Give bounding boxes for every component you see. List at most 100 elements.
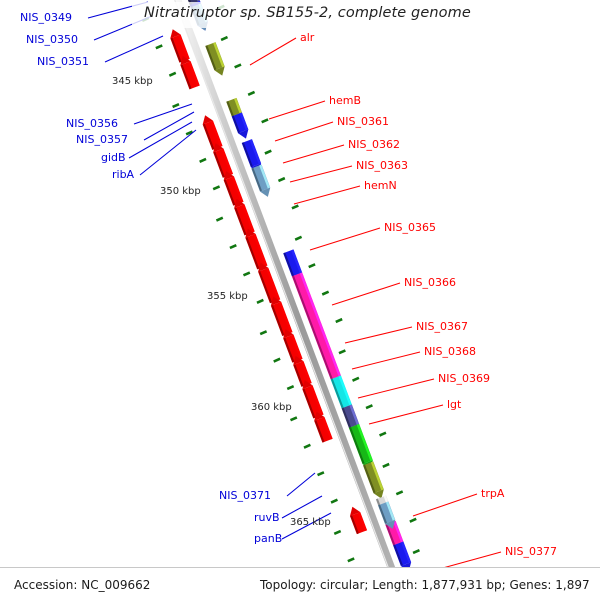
axis-tick-mark xyxy=(379,431,387,437)
gene-label-nis_0369[interactable]: NIS_0369 xyxy=(438,372,490,385)
gene-glyph[interactable] xyxy=(393,541,412,572)
gene-label-ruvb[interactable]: ruvB xyxy=(254,511,280,524)
status-bar: Accession: NC_009662 Topology: circular;… xyxy=(0,567,600,600)
label-leader-line xyxy=(412,493,478,517)
axis-tick-mark xyxy=(286,384,295,391)
axis-tick-label: 355 kbp xyxy=(207,291,248,302)
gene-glyph[interactable] xyxy=(231,112,249,139)
label-leader-line xyxy=(357,378,435,399)
gene-label-alr[interactable]: alr xyxy=(300,31,315,44)
axis-tick-label: 345 kbp xyxy=(112,76,153,87)
axis-tick-mark xyxy=(261,118,269,124)
axis-tick-mark xyxy=(256,298,264,304)
gene-glyph[interactable] xyxy=(258,262,281,304)
gene-label-riba[interactable]: ribA xyxy=(112,168,135,181)
gene-label-nis_0350[interactable]: NIS_0350 xyxy=(26,33,78,46)
axis-tick-mark xyxy=(409,517,417,523)
gene-label-nis_0362[interactable]: NIS_0362 xyxy=(348,138,400,151)
axis-tick-mark xyxy=(185,130,194,136)
gene-glyph[interactable] xyxy=(293,355,312,387)
axis-tick-mark xyxy=(289,416,298,422)
gene-label-nis_0363[interactable]: NIS_0363 xyxy=(356,159,408,172)
axis-tick-mark xyxy=(291,204,299,210)
gene-glyph[interactable] xyxy=(302,380,324,419)
axis-tick-mark xyxy=(294,235,303,241)
axis-tick-mark xyxy=(215,216,224,222)
label-leader-line xyxy=(309,227,381,251)
axis-tick-mark xyxy=(242,271,251,277)
axis-tick-mark xyxy=(382,462,390,468)
gene-glyph[interactable] xyxy=(363,461,384,499)
label-leader-line xyxy=(133,103,193,125)
label-leader-line xyxy=(104,35,164,63)
gene-label-panb[interactable]: panB xyxy=(254,532,283,545)
gene-label-nis_0367[interactable]: NIS_0367 xyxy=(416,320,468,333)
genome-axis-backbone xyxy=(173,0,406,597)
gene-glyph[interactable] xyxy=(251,164,271,197)
gene-track-outer[interactable] xyxy=(178,0,412,572)
axis-tick-mark xyxy=(338,349,346,355)
gene-label-nis_0349[interactable]: NIS_0349 xyxy=(20,11,72,24)
gene-glyph[interactable] xyxy=(270,296,293,336)
label-leader-line xyxy=(274,121,334,142)
axis-tick-mark xyxy=(277,176,286,183)
gene-label-trpa[interactable]: trpA xyxy=(481,487,505,500)
gene-glyph[interactable] xyxy=(349,506,368,535)
label-leader-line xyxy=(293,185,361,205)
label-leader-line xyxy=(368,404,444,425)
label-leader-line xyxy=(281,495,323,519)
axis-tick-mark xyxy=(247,90,256,96)
axis-tick-label: 360 kbp xyxy=(251,402,292,413)
axis-tick-mark xyxy=(330,498,338,504)
gene-label-nis_0356[interactable]: NIS_0356 xyxy=(66,117,118,130)
axis-tick-mark xyxy=(321,290,330,296)
gene-glyph[interactable] xyxy=(170,29,190,63)
gene-label-nis_0377[interactable]: NIS_0377 xyxy=(505,545,557,558)
gene-label-nis_0351[interactable]: NIS_0351 xyxy=(37,55,89,68)
axis-tick-mark xyxy=(273,357,281,363)
axis-tick-mark xyxy=(365,404,373,410)
gene-label-nis_0361[interactable]: NIS_0361 xyxy=(337,115,389,128)
gene-label-hemb[interactable]: hemB xyxy=(329,94,362,107)
axis-tick-mark xyxy=(317,471,325,477)
gene-glyph[interactable] xyxy=(213,143,234,178)
axis-tick-mark xyxy=(229,243,237,250)
axis-tick-mark xyxy=(347,557,355,563)
axis-tick-mark xyxy=(308,263,316,269)
gene-label-nis_0371[interactable]: NIS_0371 xyxy=(219,489,271,502)
gene-glyph[interactable] xyxy=(234,198,255,236)
axis-tick-mark xyxy=(172,102,180,109)
label-leader-line xyxy=(331,282,401,306)
gene-glyph[interactable] xyxy=(180,55,200,90)
label-leader-line xyxy=(268,100,326,120)
gene-glyph[interactable] xyxy=(283,329,303,363)
gene-label-nis_0365[interactable]: NIS_0365 xyxy=(384,221,436,234)
gene-glyph[interactable] xyxy=(291,272,341,385)
gene-glyph[interactable] xyxy=(245,228,268,270)
axis-tick-mark xyxy=(333,529,342,536)
page-title: Nitratiruptor sp. SB155-2, complete geno… xyxy=(144,5,471,21)
gene-label-nis_0368[interactable]: NIS_0368 xyxy=(424,345,476,358)
axis-tick-label: 365 kbp xyxy=(290,517,331,528)
axis-tick-mark xyxy=(412,548,420,555)
gene-label-lgt[interactable]: lgt xyxy=(447,398,462,411)
gene-glyph[interactable] xyxy=(314,411,333,443)
label-leader-line xyxy=(344,326,413,344)
gene-label-hemn[interactable]: hemN xyxy=(364,179,397,192)
gene-glyph[interactable] xyxy=(223,171,244,206)
axis-tick-mark xyxy=(212,185,221,191)
label-leader-line xyxy=(143,111,195,141)
gene-glyph[interactable] xyxy=(378,501,396,529)
gene-label-gidb[interactable]: gidB xyxy=(101,151,126,164)
gene-track-inner[interactable] xyxy=(170,29,368,535)
accession-text: Accession: NC_009662 xyxy=(14,578,151,592)
gene-glyph[interactable] xyxy=(202,115,223,150)
gene-label-nis_0366[interactable]: NIS_0366 xyxy=(404,276,456,289)
axis-tick-mark xyxy=(264,149,272,155)
axis-tick-mark xyxy=(234,63,242,69)
gene-glyph[interactable] xyxy=(205,42,225,76)
gene-label-nis_0357[interactable]: NIS_0357 xyxy=(76,133,128,146)
label-leader-line xyxy=(286,472,316,497)
